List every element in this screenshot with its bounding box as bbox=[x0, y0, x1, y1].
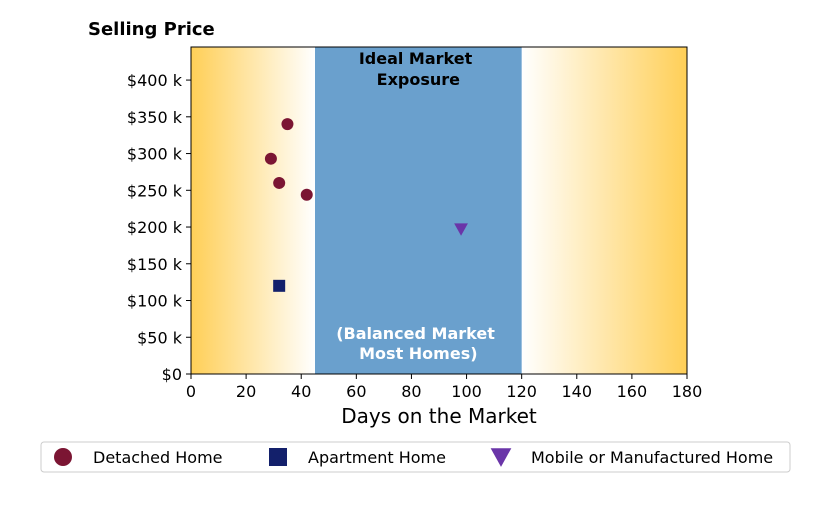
y-tick-label: $50 k bbox=[137, 328, 183, 347]
x-tick-label: 100 bbox=[451, 382, 482, 401]
legend-label: Detached Home bbox=[93, 448, 223, 467]
y-tick-label: $100 k bbox=[127, 292, 183, 311]
band-top-label: Ideal Market Exposure bbox=[359, 49, 478, 89]
y-tick-label: $400 k bbox=[127, 71, 183, 90]
x-tick-label: 40 bbox=[291, 382, 311, 401]
y-axis: $0 $50 k $100 k $150 k $200 k $250 k $300 k $35… bbox=[127, 71, 191, 384]
y-tick-label: $250 k bbox=[127, 181, 183, 200]
plot-frame bbox=[190, 46, 688, 375]
band-bottom-label: (Balanced Market Most Homes) bbox=[336, 324, 500, 363]
y-tick-label: $150 k bbox=[127, 255, 183, 274]
legend-label: Apartment Home bbox=[308, 448, 446, 467]
data-point-circle bbox=[300, 188, 313, 201]
x-tick-label: 20 bbox=[236, 382, 256, 401]
data-point-circle bbox=[281, 118, 294, 131]
background-gradient-right bbox=[521, 47, 687, 374]
x-tick-label: 60 bbox=[346, 382, 366, 401]
y-tick-label: $200 k bbox=[127, 218, 183, 237]
legend-marker-square bbox=[269, 448, 287, 466]
x-tick-label: 80 bbox=[401, 382, 421, 401]
data-point-circle bbox=[273, 176, 286, 189]
ideal-exposure-band bbox=[315, 47, 522, 374]
band-top-label-line-1: Ideal Market bbox=[359, 49, 473, 68]
x-tick-label: 0 bbox=[186, 382, 196, 401]
data-point-square bbox=[273, 279, 286, 292]
legend-marker-circle bbox=[54, 448, 72, 466]
band-bottom-label-line-2: Most Homes) bbox=[359, 344, 477, 363]
legend-label: Mobile or Manufactured Home bbox=[531, 448, 773, 467]
x-tick-label: 120 bbox=[506, 382, 537, 401]
data-point-triangle-down bbox=[454, 223, 468, 236]
legend-box bbox=[40, 441, 791, 473]
x-tick-label: 180 bbox=[672, 382, 703, 401]
y-tick-label: $0 bbox=[162, 365, 182, 384]
y-tick-label: $350 k bbox=[127, 108, 183, 127]
legend-marker-triangle-down bbox=[490, 448, 512, 467]
background-gradient-left bbox=[191, 47, 315, 374]
data-point-circle bbox=[264, 152, 277, 165]
data-points bbox=[264, 118, 468, 292]
chart-title: Selling Price bbox=[88, 19, 215, 40]
y-tick-label: $300 k bbox=[127, 145, 183, 164]
x-axis-title: Days on the Market bbox=[341, 404, 537, 428]
plot-background bbox=[191, 47, 687, 374]
band-bottom-label-line-1: (Balanced Market bbox=[336, 324, 495, 343]
band-top-label-line-2: Exposure bbox=[377, 70, 461, 89]
x-axis: 0 20 40 60 80 100 120 140 160 180 bbox=[186, 374, 702, 401]
legend: Detached Home Apartment Home Mobile or Man… bbox=[40, 441, 791, 473]
x-tick-label: 140 bbox=[562, 382, 593, 401]
x-tick-label: 160 bbox=[617, 382, 648, 401]
